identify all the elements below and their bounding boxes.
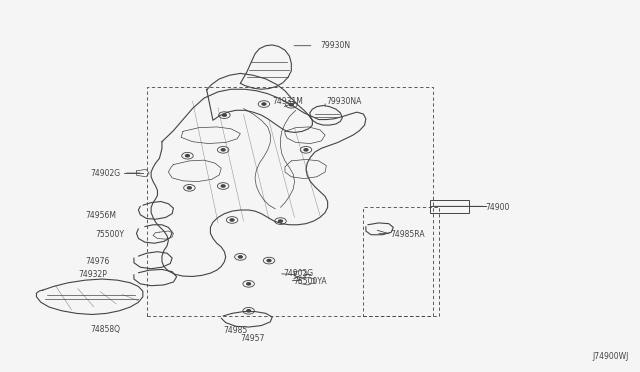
Circle shape — [289, 104, 293, 106]
Text: 74900: 74900 — [486, 203, 510, 212]
Bar — [429, 200, 469, 212]
Text: 74957: 74957 — [241, 334, 265, 343]
Circle shape — [304, 149, 308, 151]
Circle shape — [230, 219, 234, 221]
Text: 74956M: 74956M — [86, 211, 116, 220]
Text: 74902G: 74902G — [91, 169, 121, 177]
Text: 74976: 74976 — [86, 257, 110, 266]
Text: 74931M: 74931M — [272, 97, 303, 106]
Text: 79930NA: 79930NA — [326, 97, 362, 106]
Text: 74932P: 74932P — [78, 270, 107, 279]
Circle shape — [267, 260, 271, 262]
Text: 79930N: 79930N — [320, 41, 350, 50]
Text: 74902G: 74902G — [283, 269, 313, 278]
Circle shape — [223, 114, 227, 116]
Circle shape — [221, 185, 225, 187]
Circle shape — [246, 310, 250, 312]
Circle shape — [246, 283, 250, 285]
Text: 75500YA: 75500YA — [293, 277, 327, 286]
Text: J74900WJ: J74900WJ — [593, 352, 629, 361]
Circle shape — [278, 220, 282, 222]
Text: 74858Q: 74858Q — [91, 326, 120, 334]
Circle shape — [188, 187, 191, 189]
Circle shape — [239, 256, 243, 258]
Circle shape — [186, 155, 189, 157]
Text: 74985RA: 74985RA — [390, 230, 425, 239]
Text: 74985: 74985 — [223, 326, 248, 335]
Circle shape — [262, 103, 266, 105]
Circle shape — [221, 149, 225, 151]
Text: 75500Y: 75500Y — [96, 230, 125, 239]
